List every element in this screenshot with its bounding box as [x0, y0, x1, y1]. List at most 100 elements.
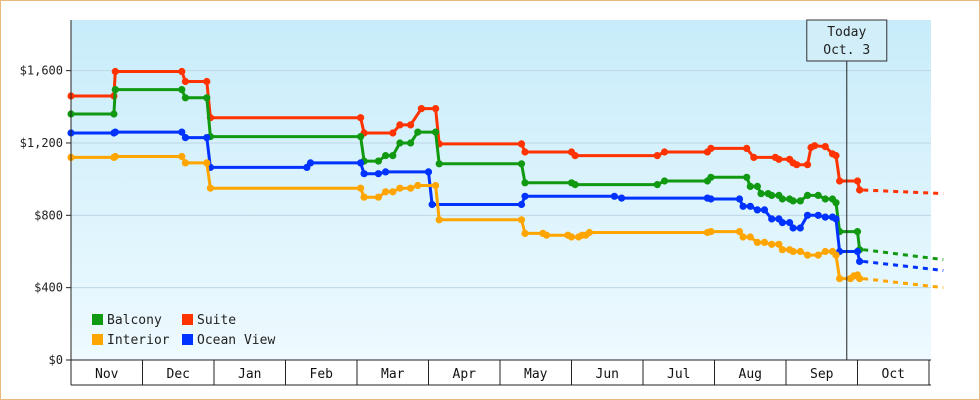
- data-point: [414, 181, 422, 190]
- data-point: [357, 184, 365, 192]
- series-projection: [863, 277, 944, 290]
- data-point: [181, 159, 189, 167]
- data-point: [382, 152, 390, 160]
- data-point: [789, 224, 797, 232]
- data-point: [389, 152, 397, 160]
- data-point: [778, 219, 787, 227]
- data-point: [707, 144, 715, 152]
- data-point: [181, 134, 189, 142]
- data-point: [786, 219, 794, 227]
- data-point: [821, 213, 829, 221]
- month-label: Oct: [882, 367, 905, 382]
- data-point: [853, 177, 862, 185]
- data-point: [517, 216, 526, 224]
- data-point: [832, 152, 840, 160]
- data-point: [521, 179, 529, 187]
- data-point: [660, 148, 669, 156]
- data-point: [396, 139, 404, 147]
- data-point: [389, 188, 397, 196]
- data-point: [778, 246, 787, 254]
- data-point: [203, 159, 211, 167]
- data-point: [796, 247, 804, 256]
- data-point: [775, 240, 783, 248]
- data-point: [542, 231, 551, 239]
- data-point: [739, 233, 747, 241]
- data-point: [571, 152, 579, 160]
- data-point: [853, 228, 862, 236]
- data-point: [707, 228, 715, 236]
- month-label: Feb: [310, 367, 334, 382]
- data-point: [374, 193, 382, 201]
- data-point: [832, 251, 840, 259]
- data-point: [389, 129, 397, 137]
- data-point: [856, 257, 864, 265]
- month-label: Apr: [453, 367, 477, 382]
- data-point: [181, 77, 189, 86]
- data-point: [750, 153, 758, 161]
- data-point: [417, 105, 425, 113]
- y-tick-label: $800: [34, 208, 63, 222]
- legend-label: Interior: [107, 333, 170, 348]
- data-point: [821, 247, 829, 256]
- data-point: [814, 251, 822, 259]
- data-point: [739, 202, 747, 210]
- data-point: [432, 105, 440, 113]
- data-point: [832, 199, 840, 207]
- data-point: [396, 184, 404, 192]
- series-layer: [67, 67, 944, 290]
- data-point: [360, 170, 368, 178]
- data-point: [789, 197, 797, 205]
- today-marker: Today Oct. 3: [806, 19, 888, 360]
- data-point: [111, 86, 119, 94]
- data-point: [567, 233, 576, 241]
- axes: $0 $400 $800 $1,200 $1,600: [20, 20, 931, 385]
- y-tick-label: $1,200: [20, 136, 63, 150]
- legend-label: Balcony: [107, 313, 162, 328]
- data-point: [407, 121, 415, 129]
- month-label: Mar: [381, 367, 405, 382]
- data-point: [424, 168, 433, 176]
- series-ocean-view: [67, 128, 944, 272]
- data-point: [775, 155, 783, 163]
- data-point: [768, 240, 776, 248]
- month-label: Sep: [810, 367, 834, 382]
- month-label: Jun: [596, 367, 619, 382]
- data-point: [735, 195, 744, 203]
- data-point: [746, 233, 754, 241]
- data-point: [396, 121, 404, 129]
- data-point: [760, 206, 769, 214]
- data-point: [110, 110, 118, 118]
- legend: Balcony Suite Interior Ocean View: [92, 313, 275, 348]
- data-point: [181, 94, 189, 102]
- month-label: Jan: [238, 367, 261, 382]
- data-point: [517, 200, 526, 209]
- data-point: [428, 200, 436, 209]
- data-point: [432, 181, 440, 190]
- data-point: [610, 192, 619, 200]
- data-point: [203, 134, 211, 142]
- data-point: [821, 143, 829, 151]
- data-point: [853, 247, 862, 256]
- data-point: [803, 211, 812, 219]
- month-axis: Nov Dec Jan Feb Mar Apr May Jun Jul Aug Sep Oct: [71, 360, 931, 386]
- data-point: [357, 133, 365, 141]
- data-point: [735, 228, 744, 236]
- data-point: [768, 191, 776, 199]
- data-point: [585, 228, 594, 237]
- series-interior: [67, 152, 944, 290]
- plot-background: [71, 20, 931, 360]
- today-box: [806, 19, 888, 62]
- y-tick-label: $1,600: [20, 64, 63, 78]
- data-point: [178, 128, 186, 136]
- month-label: Jul: [667, 367, 690, 382]
- data-point: [653, 152, 661, 160]
- data-point: [746, 202, 754, 210]
- data-point: [856, 186, 864, 194]
- legend-label: Ocean View: [197, 333, 275, 348]
- series-projection: [863, 188, 944, 196]
- data-point: [178, 152, 186, 161]
- data-point: [517, 140, 526, 148]
- data-point: [793, 161, 801, 169]
- data-point: [360, 193, 368, 201]
